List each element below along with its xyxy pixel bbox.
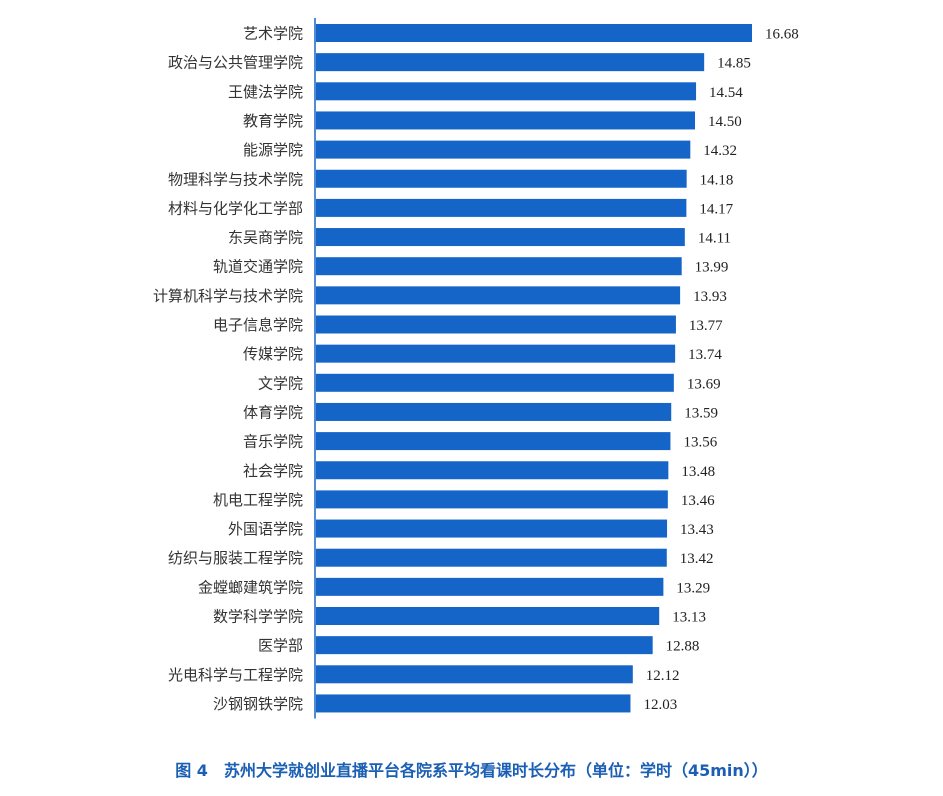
value-label: 13.77	[689, 318, 723, 334]
value-label: 13.99	[695, 260, 729, 276]
category-label: 外国语学院	[228, 520, 303, 538]
category-label: 能源学院	[243, 141, 303, 159]
bar-19	[316, 577, 664, 596]
bar-15	[316, 461, 669, 480]
value-label: 13.42	[680, 551, 714, 567]
category-label-group: 艺术学院政治与公共管理学院王健法学院教育学院能源学院物理科学与技术学院材料与化学…	[153, 25, 303, 713]
category-label: 体育学院	[243, 403, 303, 421]
bar-0	[316, 24, 752, 42]
category-label: 沙钢钢铁学院	[213, 695, 303, 713]
category-label: 材料与化学化工学部	[168, 199, 303, 217]
value-label: 13.43	[680, 522, 714, 538]
value-label: 14.50	[708, 114, 742, 130]
value-label: 14.17	[699, 201, 733, 217]
bar-10	[316, 315, 676, 334]
value-label: 13.74	[688, 347, 722, 363]
value-label: 12.12	[646, 668, 680, 684]
category-label: 电子信息学院	[213, 316, 303, 334]
category-label: 东吴商学院	[228, 229, 303, 247]
value-label: 14.11	[698, 231, 731, 247]
value-label: 13.56	[683, 435, 717, 451]
category-label: 医学部	[258, 637, 303, 655]
value-label: 13.48	[681, 464, 715, 480]
category-label: 轨道交通学院	[213, 258, 303, 276]
category-label: 机电工程学院	[213, 491, 303, 509]
bar-11	[316, 344, 676, 363]
category-label: 音乐学院	[243, 433, 303, 451]
bar-4	[316, 140, 691, 159]
category-label: 教育学院	[243, 112, 303, 130]
category-label: 传媒学院	[243, 345, 303, 363]
value-label: 13.59	[684, 405, 718, 421]
value-label: 13.69	[687, 376, 721, 392]
bar-group	[316, 24, 752, 713]
bar-6	[316, 198, 687, 217]
category-label: 金螳螂建筑学院	[198, 578, 303, 596]
category-label: 政治与公共管理学院	[168, 54, 303, 72]
category-label: 王健法学院	[228, 83, 303, 101]
value-label: 13.29	[676, 580, 710, 596]
bar-7	[316, 228, 685, 247]
bar-14	[316, 432, 671, 451]
bar-20	[316, 607, 660, 625]
value-label: 13.46	[681, 493, 715, 509]
category-label: 艺术学院	[243, 25, 303, 43]
bar-8	[316, 257, 682, 276]
bar-13	[316, 402, 672, 421]
category-label: 文学院	[258, 374, 303, 392]
bar-2	[316, 82, 697, 101]
bar-1	[316, 53, 705, 72]
value-label: 13.13	[672, 610, 706, 626]
category-label: 数学科学学院	[213, 608, 303, 626]
value-label: 14.18	[700, 172, 734, 188]
value-label: 12.03	[643, 697, 677, 713]
value-label: 14.85	[717, 56, 751, 72]
figure-caption: 图 4 苏州大学就创业直播平台各院系平均看课时长分布（单位：学时（45min））	[175, 761, 768, 780]
value-label: 12.88	[666, 639, 700, 655]
category-label: 纺织与服装工程学院	[168, 549, 303, 567]
value-label: 14.32	[703, 143, 737, 159]
bar-3	[316, 111, 696, 130]
bar-17	[316, 519, 668, 538]
bar-16	[316, 490, 668, 509]
bar-23	[316, 694, 631, 713]
bar-12	[316, 373, 674, 392]
bar-5	[316, 169, 687, 188]
category-label: 社会学院	[243, 462, 303, 480]
category-label: 物理科学与技术学院	[168, 170, 303, 188]
bar-9	[316, 286, 681, 305]
bar-21	[316, 636, 653, 655]
value-label: 13.93	[693, 289, 727, 305]
bar-chart: 艺术学院政治与公共管理学院王健法学院教育学院能源学院物理科学与技术学院材料与化学…	[153, 18, 799, 719]
category-label: 光电科学与工程学院	[168, 666, 303, 684]
category-label: 计算机科学与技术学院	[153, 287, 303, 305]
value-label: 16.68	[765, 27, 799, 43]
bar-18	[316, 548, 667, 567]
value-label: 14.54	[709, 85, 743, 101]
value-label-group: 16.68 14.85 14.54 14.50 14.32 14.18 14.17 14.11…	[643, 27, 798, 713]
bar-22	[316, 665, 633, 684]
